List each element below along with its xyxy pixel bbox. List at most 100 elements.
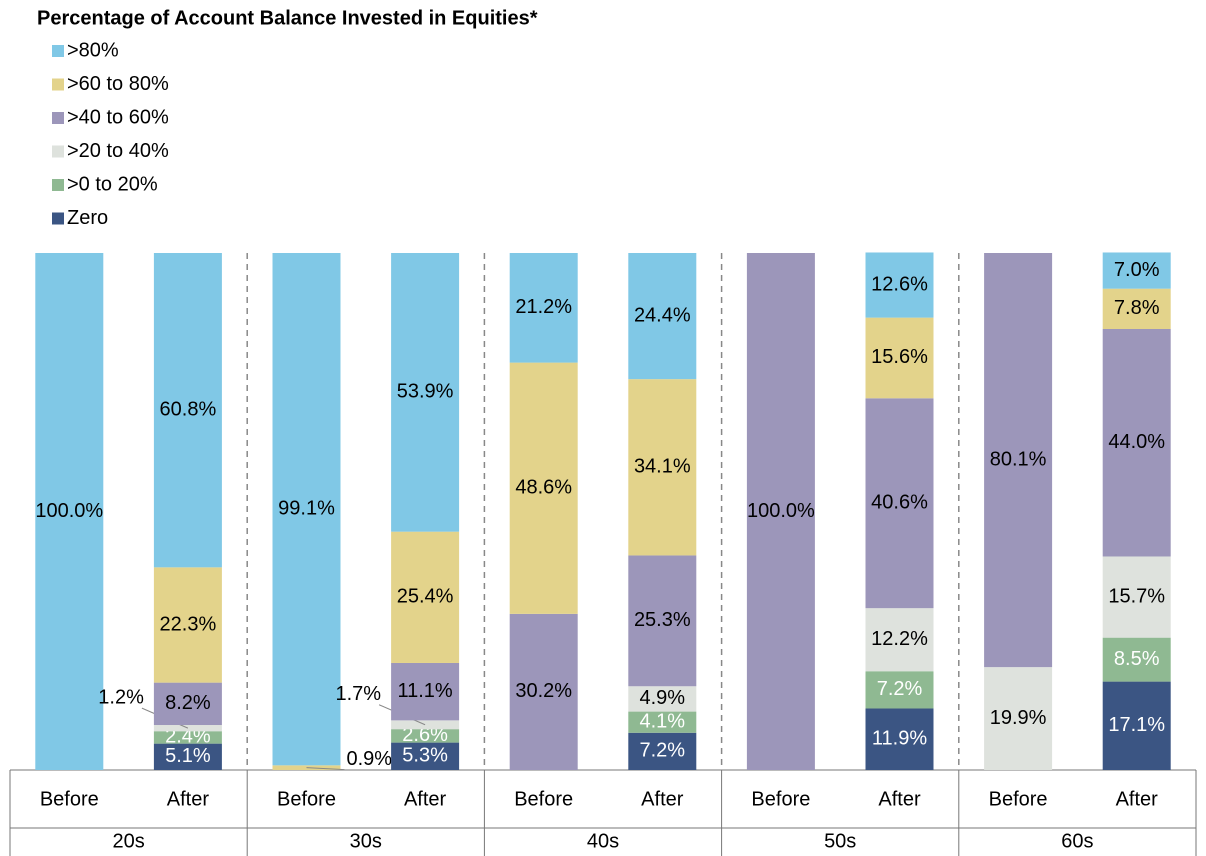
data-label: 60.8% xyxy=(160,398,217,420)
bar-segment xyxy=(509,253,578,363)
data-label: 12.2% xyxy=(871,628,928,650)
data-label: 15.7% xyxy=(1108,585,1165,607)
data-label: 1.2% xyxy=(98,686,144,708)
data-label: 53.9% xyxy=(397,381,454,403)
bar-segment xyxy=(1102,681,1171,770)
data-label: 25.4% xyxy=(397,586,454,608)
bar-segment xyxy=(628,686,697,712)
bar-segment xyxy=(391,742,460,770)
bar-segment xyxy=(984,253,1053,668)
legend-swatch xyxy=(52,212,64,225)
group-label: 40s xyxy=(587,830,619,852)
data-label: 12.6% xyxy=(871,273,928,295)
legend-label: >40 to 60% xyxy=(67,106,169,128)
x-tick-label: After xyxy=(878,788,921,810)
bar-segment xyxy=(1102,288,1171,329)
data-label: 19.9% xyxy=(990,707,1047,729)
data-label: 7.2% xyxy=(640,740,686,762)
bar-segment xyxy=(865,398,934,609)
data-label: 99.1% xyxy=(278,497,335,519)
legend-swatch xyxy=(52,112,64,124)
data-label: 25.3% xyxy=(634,609,691,631)
bar-segment xyxy=(153,567,222,683)
legend-label: >80% xyxy=(67,39,119,61)
bar-segment xyxy=(628,379,697,556)
data-label: 0.9% xyxy=(347,748,393,770)
data-label: 8.5% xyxy=(1114,648,1160,670)
legend-label: Zero xyxy=(67,207,108,229)
x-tick-label: Before xyxy=(989,788,1048,810)
chart-title: Percentage of Account Balance Invested i… xyxy=(37,7,538,29)
x-tick-label: Before xyxy=(751,788,810,810)
data-label: 17.1% xyxy=(1108,714,1165,736)
data-label: 30.2% xyxy=(515,680,572,702)
data-label: 34.1% xyxy=(634,456,691,478)
bar-segment xyxy=(391,531,460,663)
data-label: 21.2% xyxy=(515,296,572,318)
group-label: 30s xyxy=(350,830,382,852)
x-tick-label: After xyxy=(167,788,210,810)
data-label: 7.2% xyxy=(877,678,923,700)
x-tick-label: Before xyxy=(514,788,573,810)
data-label: 22.3% xyxy=(160,613,217,635)
bar-segment xyxy=(1102,556,1171,638)
bar-segment xyxy=(391,662,460,721)
data-label: 2.6% xyxy=(402,724,448,746)
bar-segment xyxy=(509,362,578,614)
legend-label: >20 to 40% xyxy=(67,140,169,162)
data-label: 7.8% xyxy=(1114,297,1160,319)
data-label: 5.1% xyxy=(165,745,211,767)
bar-segment xyxy=(391,253,460,532)
data-label: 15.6% xyxy=(871,346,928,368)
bar-segment xyxy=(391,729,460,743)
x-tick-label: After xyxy=(641,788,684,810)
data-label: 44.0% xyxy=(1108,431,1165,453)
bar-segment xyxy=(746,253,815,770)
data-label: 100.0% xyxy=(747,500,815,522)
bar-segment xyxy=(628,555,697,687)
bar-segment xyxy=(865,608,934,672)
bar-segment xyxy=(628,732,697,770)
bar-segment xyxy=(153,731,222,744)
data-label: 40.6% xyxy=(871,492,928,514)
data-label: 5.3% xyxy=(402,745,448,767)
data-label: 100.0% xyxy=(35,500,103,522)
bar-segment xyxy=(865,671,934,709)
legend-swatch xyxy=(52,179,64,191)
bar-segment xyxy=(628,253,697,380)
data-label: 48.6% xyxy=(515,477,572,499)
x-tick-label: After xyxy=(404,788,447,810)
legend-swatch xyxy=(52,78,64,91)
group-label: 50s xyxy=(824,830,856,852)
data-label: 24.4% xyxy=(634,304,691,326)
data-label: 7.0% xyxy=(1114,259,1160,281)
bar-segment xyxy=(272,765,341,770)
bar-segment xyxy=(1102,328,1171,557)
legend-swatch xyxy=(52,45,64,57)
data-label: 11.1% xyxy=(397,680,452,702)
bar-segment xyxy=(628,711,697,733)
bar-segment xyxy=(153,253,222,568)
data-label: 8.2% xyxy=(165,692,211,714)
bar-segment xyxy=(153,743,222,770)
legend-swatch xyxy=(52,145,64,158)
x-tick-label: After xyxy=(1116,788,1159,810)
group-label: 60s xyxy=(1061,830,1093,852)
bar-segment xyxy=(509,613,578,770)
x-tick-label: Before xyxy=(277,788,336,810)
bar-segment xyxy=(272,253,341,766)
bar-segment xyxy=(35,253,104,770)
data-label: 1.7% xyxy=(336,683,382,705)
bar-segment xyxy=(984,667,1053,770)
legend-label: >60 to 80% xyxy=(67,73,169,95)
bar-segment xyxy=(865,252,934,318)
data-label: 11.9% xyxy=(872,728,927,750)
data-label: 4.1% xyxy=(640,710,686,732)
legend-label: >0 to 20% xyxy=(67,173,158,195)
bar-segment xyxy=(865,708,934,770)
leader-line xyxy=(306,767,345,771)
bar-segment xyxy=(865,317,934,399)
group-label: 20s xyxy=(112,830,144,852)
bar-segment xyxy=(1102,637,1171,682)
